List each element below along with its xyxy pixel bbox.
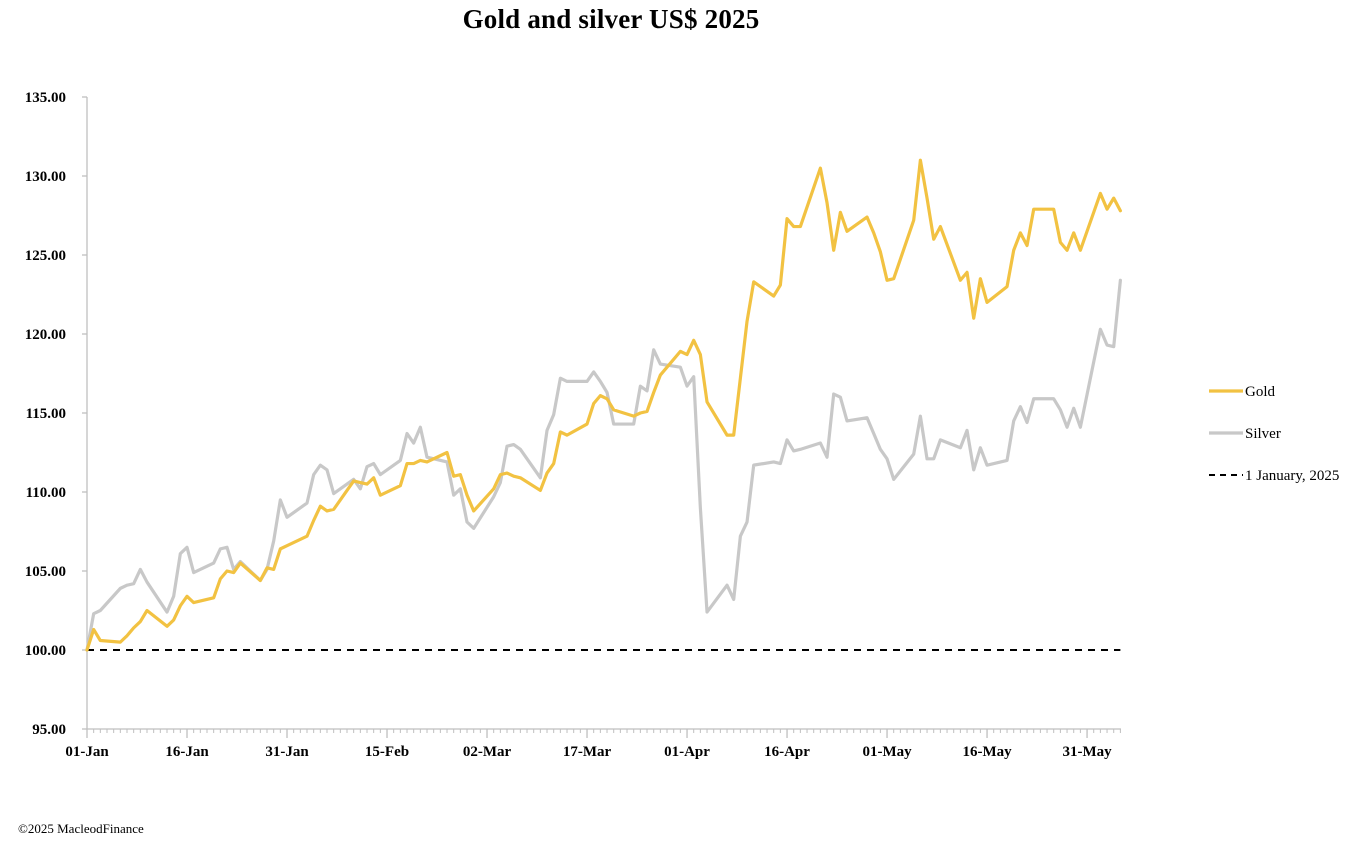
x-tick-label: 01-May [862, 744, 912, 760]
y-tick-label: 115.00 [26, 406, 66, 422]
y-axis: 95.00 100.00 105.00 110.00 115.00 120.00 125.0… [25, 90, 88, 738]
x-axis: 01-Jan 16-Jan 31-Jan 15-Feb 02-Mar 17-Mar 01-A… [65, 728, 1121, 760]
x-tick-label: 17-Mar [563, 744, 612, 760]
y-tick-label: 120.00 [25, 327, 66, 343]
copyright-text: ©2025 MacleodFinance [18, 821, 144, 836]
x-tick-label: 16-Apr [764, 744, 810, 760]
x-tick-label: 01-Apr [664, 744, 710, 760]
y-tick-label: 110.00 [26, 485, 66, 501]
series-line-gold [85, 158, 1122, 652]
x-tick-label: 31-May [1062, 744, 1112, 760]
y-tick-label: 130.00 [25, 169, 66, 185]
x-tick-label: 16-May [962, 744, 1012, 760]
series-line-silver [85, 278, 1122, 652]
x-tick-label: 16-Jan [165, 744, 209, 760]
y-tick-label: 135.00 [25, 90, 66, 106]
y-tick-label: 105.00 [25, 564, 66, 580]
y-tick-label: 125.00 [25, 248, 66, 264]
legend-label-silver: Silver [1245, 426, 1281, 442]
legend-label-1-january-2025: 1 January, 2025 [1245, 468, 1339, 484]
x-tick-label: 15-Feb [365, 744, 409, 760]
legend-label-gold: Gold [1245, 384, 1276, 400]
y-tick-label: 95.00 [32, 722, 66, 738]
chart-title: Gold and silver US$ 2025 [462, 4, 760, 34]
legend: Gold Silver 1 January, 2025 [1209, 384, 1339, 484]
x-tick-label: 31-Jan [265, 744, 309, 760]
y-tick-label: 100.00 [25, 643, 66, 659]
series-layer [85, 158, 1122, 652]
x-tick-label: 01-Jan [65, 744, 109, 760]
x-tick-label: 02-Mar [463, 744, 512, 760]
